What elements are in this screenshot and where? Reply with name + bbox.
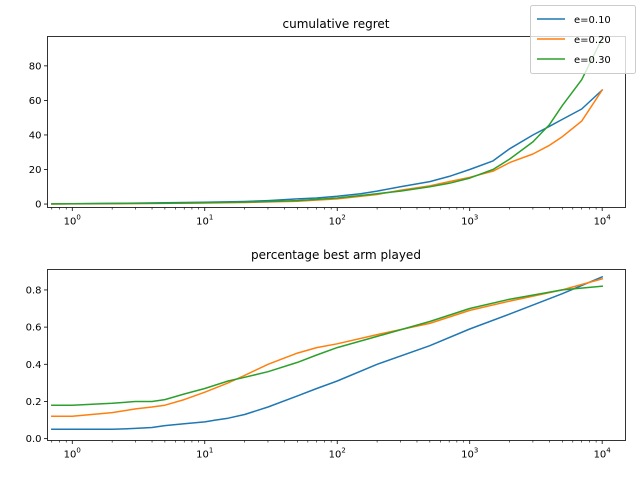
x-tick-label: 101 xyxy=(196,447,213,461)
x-tick-label: 100 xyxy=(64,214,81,228)
x-tick-label: 104 xyxy=(594,447,612,461)
series-line xyxy=(51,37,604,205)
y-tick-label: 0.8 xyxy=(26,285,42,296)
y-tick-label: 40 xyxy=(29,130,42,141)
legend-label: e=0.10 xyxy=(574,15,611,26)
y-tick-label: 20 xyxy=(29,165,42,176)
legend-entry: e=0.20 xyxy=(537,35,611,46)
legend-entry: e=0.30 xyxy=(537,55,611,66)
series-line xyxy=(51,277,604,418)
legend-label: e=0.20 xyxy=(574,35,611,46)
chart-title: percentage best arm played xyxy=(251,248,421,262)
legend-label: e=0.30 xyxy=(574,55,611,66)
y-tick-label: 0.0 xyxy=(26,434,42,445)
y-tick-label: 80 xyxy=(29,61,42,72)
x-tick-label: 100 xyxy=(64,447,81,461)
plot-lines xyxy=(51,275,604,431)
series-line xyxy=(51,275,604,431)
axes-frame xyxy=(47,269,626,441)
x-tick-label: 103 xyxy=(461,214,478,228)
y-tick-label: 60 xyxy=(29,96,42,107)
tick-marks: 0.0 0.2 0.4 0.6 0.8 100 101 102 103 104 xyxy=(26,285,612,460)
y-tick-label: 0.6 xyxy=(26,323,42,334)
chart-title: cumulative regret xyxy=(283,17,390,31)
series-line xyxy=(51,285,604,406)
y-tick-label: 0.2 xyxy=(26,397,42,408)
x-tick-label: 104 xyxy=(594,214,612,228)
x-tick-label: 101 xyxy=(196,214,213,228)
tick-marks: 0 20 40 60 80 100 101 102 103 104 xyxy=(29,61,612,227)
y-tick-label: 0 xyxy=(35,200,41,211)
axes-frame xyxy=(47,36,626,208)
x-tick-label: 102 xyxy=(329,214,346,228)
cumulative-regret-panel: cumulative regret 0 20 40 60 80 100 101 102 103 1… xyxy=(29,17,626,228)
legend-entry: e=0.10 xyxy=(537,15,611,26)
x-tick-label: 103 xyxy=(461,447,478,461)
best-arm-panel: percentage best arm played 0.00.20.40.60… xyxy=(26,248,626,461)
legend-frame xyxy=(530,5,636,74)
x-tick-label: 102 xyxy=(329,447,346,461)
legend: e=0.10 e=0.20 e=0.30 xyxy=(530,5,636,74)
plot-lines xyxy=(51,37,604,205)
y-tick-label: 0.4 xyxy=(26,360,42,371)
